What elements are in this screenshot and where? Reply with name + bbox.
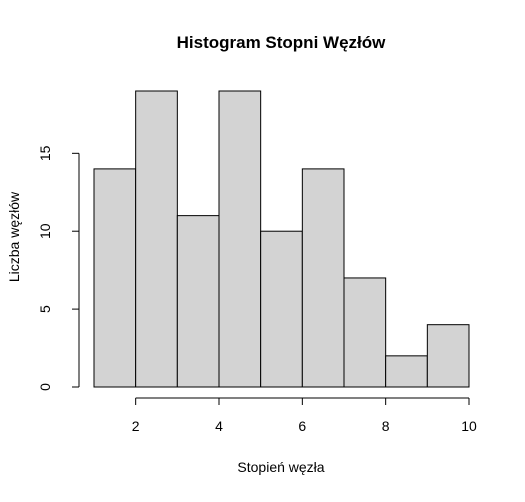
- histogram-bar: [176, 215, 220, 388]
- histogram-bar: [343, 277, 387, 388]
- y-tick-label: 0: [37, 383, 53, 391]
- histogram-bar: [260, 230, 303, 388]
- y-axis: 0 5 10 15: [37, 145, 80, 391]
- x-tick-label: 10: [461, 418, 477, 434]
- x-tick-label: 6: [298, 418, 306, 434]
- y-tick-label: 10: [37, 223, 53, 239]
- bars-group: [93, 90, 470, 388]
- histogram-bar: [218, 90, 262, 388]
- y-tick-label: 15: [37, 145, 53, 161]
- y-tick-label: 5: [37, 305, 53, 313]
- chart-title: Histogram Stopni Węzłów: [177, 33, 387, 52]
- histogram-bar: [385, 355, 428, 388]
- histogram-bar: [93, 168, 137, 388]
- y-axis-label: Liczba węzłów: [6, 191, 22, 282]
- x-axis-label: Stopień węzła: [237, 459, 324, 475]
- x-axis: 2 4 6 8 10: [132, 397, 477, 434]
- x-tick-label: 2: [132, 418, 140, 434]
- x-tick-label: 8: [382, 418, 390, 434]
- x-tick-label: 4: [215, 418, 223, 434]
- histogram-bar: [426, 324, 470, 388]
- histogram-bar: [301, 168, 345, 388]
- histogram-bar: [135, 90, 178, 388]
